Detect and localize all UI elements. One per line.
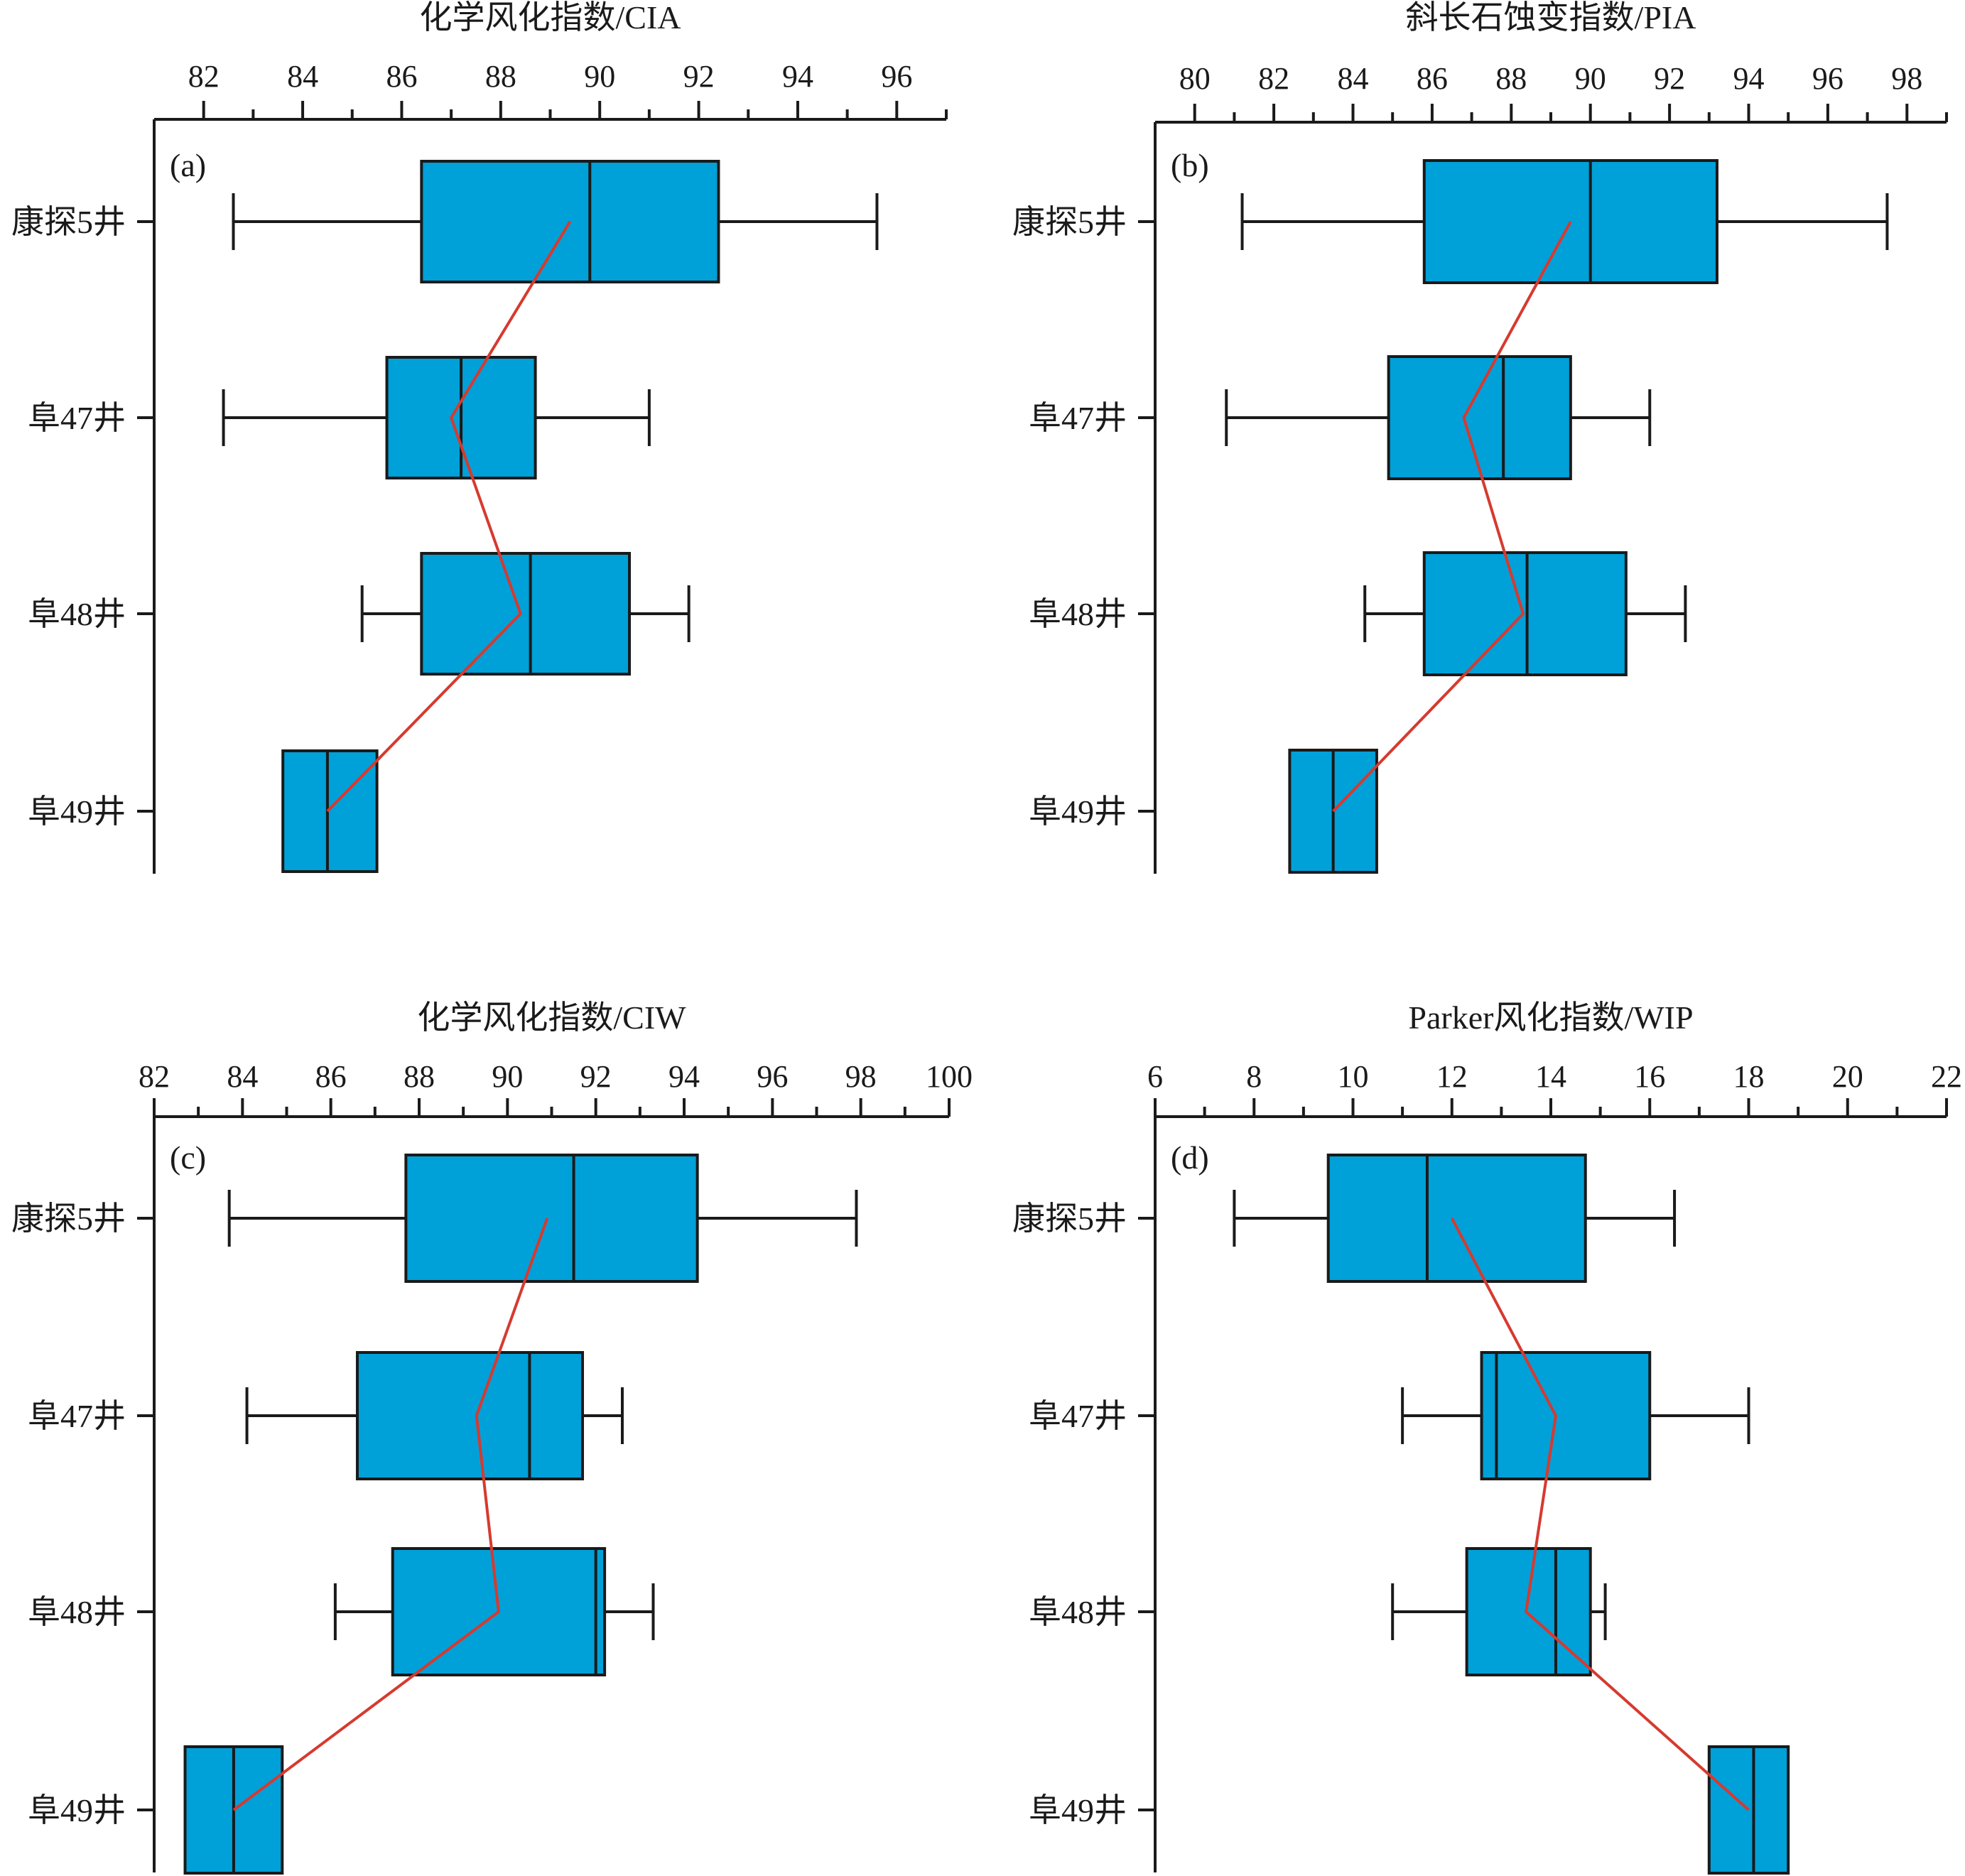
x-tick-label: 96 (757, 1059, 788, 1094)
panel-d-wip: Parker风化指数/WIP (d) 6 8 10 12 14 16 18 20 22 康探5井阜… (1012, 999, 1962, 1875)
x-tick-label: 98 (845, 1059, 877, 1094)
x-tick-label: 18 (1733, 1059, 1765, 1094)
x-tick-label: 86 (315, 1059, 347, 1094)
mean-trend-line (1450, 1218, 1750, 1811)
panel-b-pia: 斜长石蚀变指数/PIA (b) 80 82 84 86 88 90 92 94 96 98 康探5井… (1012, 0, 1948, 874)
box (1465, 1547, 1592, 1676)
box (420, 552, 631, 676)
panel-title: Parker风化指数/WIP (1408, 999, 1693, 1036)
x-tick-label: 14 (1535, 1059, 1566, 1094)
x-tick-label: 88 (404, 1059, 435, 1094)
x-tick-label: 98 (1891, 61, 1922, 96)
x-tick-label: 16 (1634, 1059, 1665, 1094)
x-tick-label: 20 (1832, 1059, 1863, 1094)
panel-title: 斜长石蚀变指数/PIA (1406, 0, 1696, 36)
category-label: 阜48井 (1029, 1594, 1127, 1630)
x-tick-label: 100 (926, 1059, 973, 1094)
x-tick-label: 90 (584, 59, 615, 94)
x-tick-label: 82 (1258, 61, 1289, 96)
x-tick-label: 86 (386, 59, 417, 94)
x-tick-label: 6 (1147, 1059, 1163, 1094)
category-label: 康探5井 (1012, 204, 1127, 240)
x-tick-label: 88 (1495, 61, 1527, 96)
category-label: 康探5井 (11, 1200, 126, 1237)
panel-c-ciw: 化学风化指数/CIW (c) 82 84 86 88 90 92 94 96 98 100 康探5井… (11, 999, 973, 1875)
category-label: 阜48井 (28, 1594, 126, 1630)
x-tick-label: 10 (1338, 1059, 1369, 1094)
panel-label: (a) (170, 147, 206, 183)
category-label: 阜48井 (28, 596, 126, 632)
x-tick-label: 8 (1246, 1059, 1262, 1094)
category-label: 阜47井 (1029, 1398, 1127, 1434)
panel-a-cia: 化学风化指数/CIA (a) 82 84 86 88 90 92 94 96 康探5井阜47井阜… (11, 0, 948, 874)
x-tick-label: 82 (139, 1059, 170, 1094)
category-label: 阜47井 (28, 1398, 126, 1434)
x-tick-label: 12 (1436, 1059, 1468, 1094)
box (404, 1154, 699, 1283)
x-tick-label: 92 (580, 1059, 612, 1094)
box (1422, 551, 1628, 676)
panel-title: 化学风化指数/CIW (417, 999, 686, 1036)
category-label: 康探5井 (1012, 1200, 1127, 1237)
category-label: 阜47井 (1029, 400, 1127, 436)
x-tick-label: 92 (1654, 61, 1685, 96)
x-tick-label: 80 (1179, 61, 1211, 96)
mean-trend-line (326, 220, 572, 813)
x-tick-label: 94 (668, 1059, 700, 1094)
x-tick-label: 92 (683, 59, 715, 94)
x-tick-label: 22 (1931, 1059, 1962, 1094)
panel-label: (b) (1171, 147, 1209, 183)
mean-trend-line (1332, 221, 1572, 813)
x-tick-label: 88 (485, 59, 516, 94)
box (355, 1351, 585, 1480)
x-tick-label: 84 (227, 1059, 258, 1094)
x-tick-label: 84 (287, 59, 318, 94)
panel-title: 化学风化指数/CIA (420, 0, 681, 36)
panel-label: (d) (1171, 1139, 1209, 1176)
x-tick-label: 96 (1812, 61, 1844, 96)
box (1326, 1154, 1587, 1283)
mean-trend-line (232, 1218, 549, 1811)
category-label: 阜49井 (28, 1792, 126, 1828)
category-label: 阜47井 (28, 400, 126, 436)
box (281, 749, 379, 873)
x-tick-label: 94 (782, 59, 813, 94)
x-tick-label: 90 (1575, 61, 1606, 96)
category-label: 阜49井 (28, 793, 126, 830)
category-label: 阜49井 (1029, 793, 1127, 830)
x-tick-label: 94 (1733, 61, 1765, 96)
x-tick-label: 86 (1417, 61, 1448, 96)
x-tick-label: 82 (188, 59, 220, 94)
panel-label: (c) (170, 1139, 206, 1176)
category-label: 阜48井 (1029, 596, 1127, 632)
category-label: 阜49井 (1029, 1792, 1127, 1828)
category-label: 康探5井 (11, 204, 126, 240)
box (1480, 1351, 1652, 1480)
x-tick-label: 96 (881, 59, 912, 94)
x-tick-label: 84 (1338, 61, 1369, 96)
box (1387, 355, 1572, 480)
x-tick-label: 90 (492, 1059, 523, 1094)
